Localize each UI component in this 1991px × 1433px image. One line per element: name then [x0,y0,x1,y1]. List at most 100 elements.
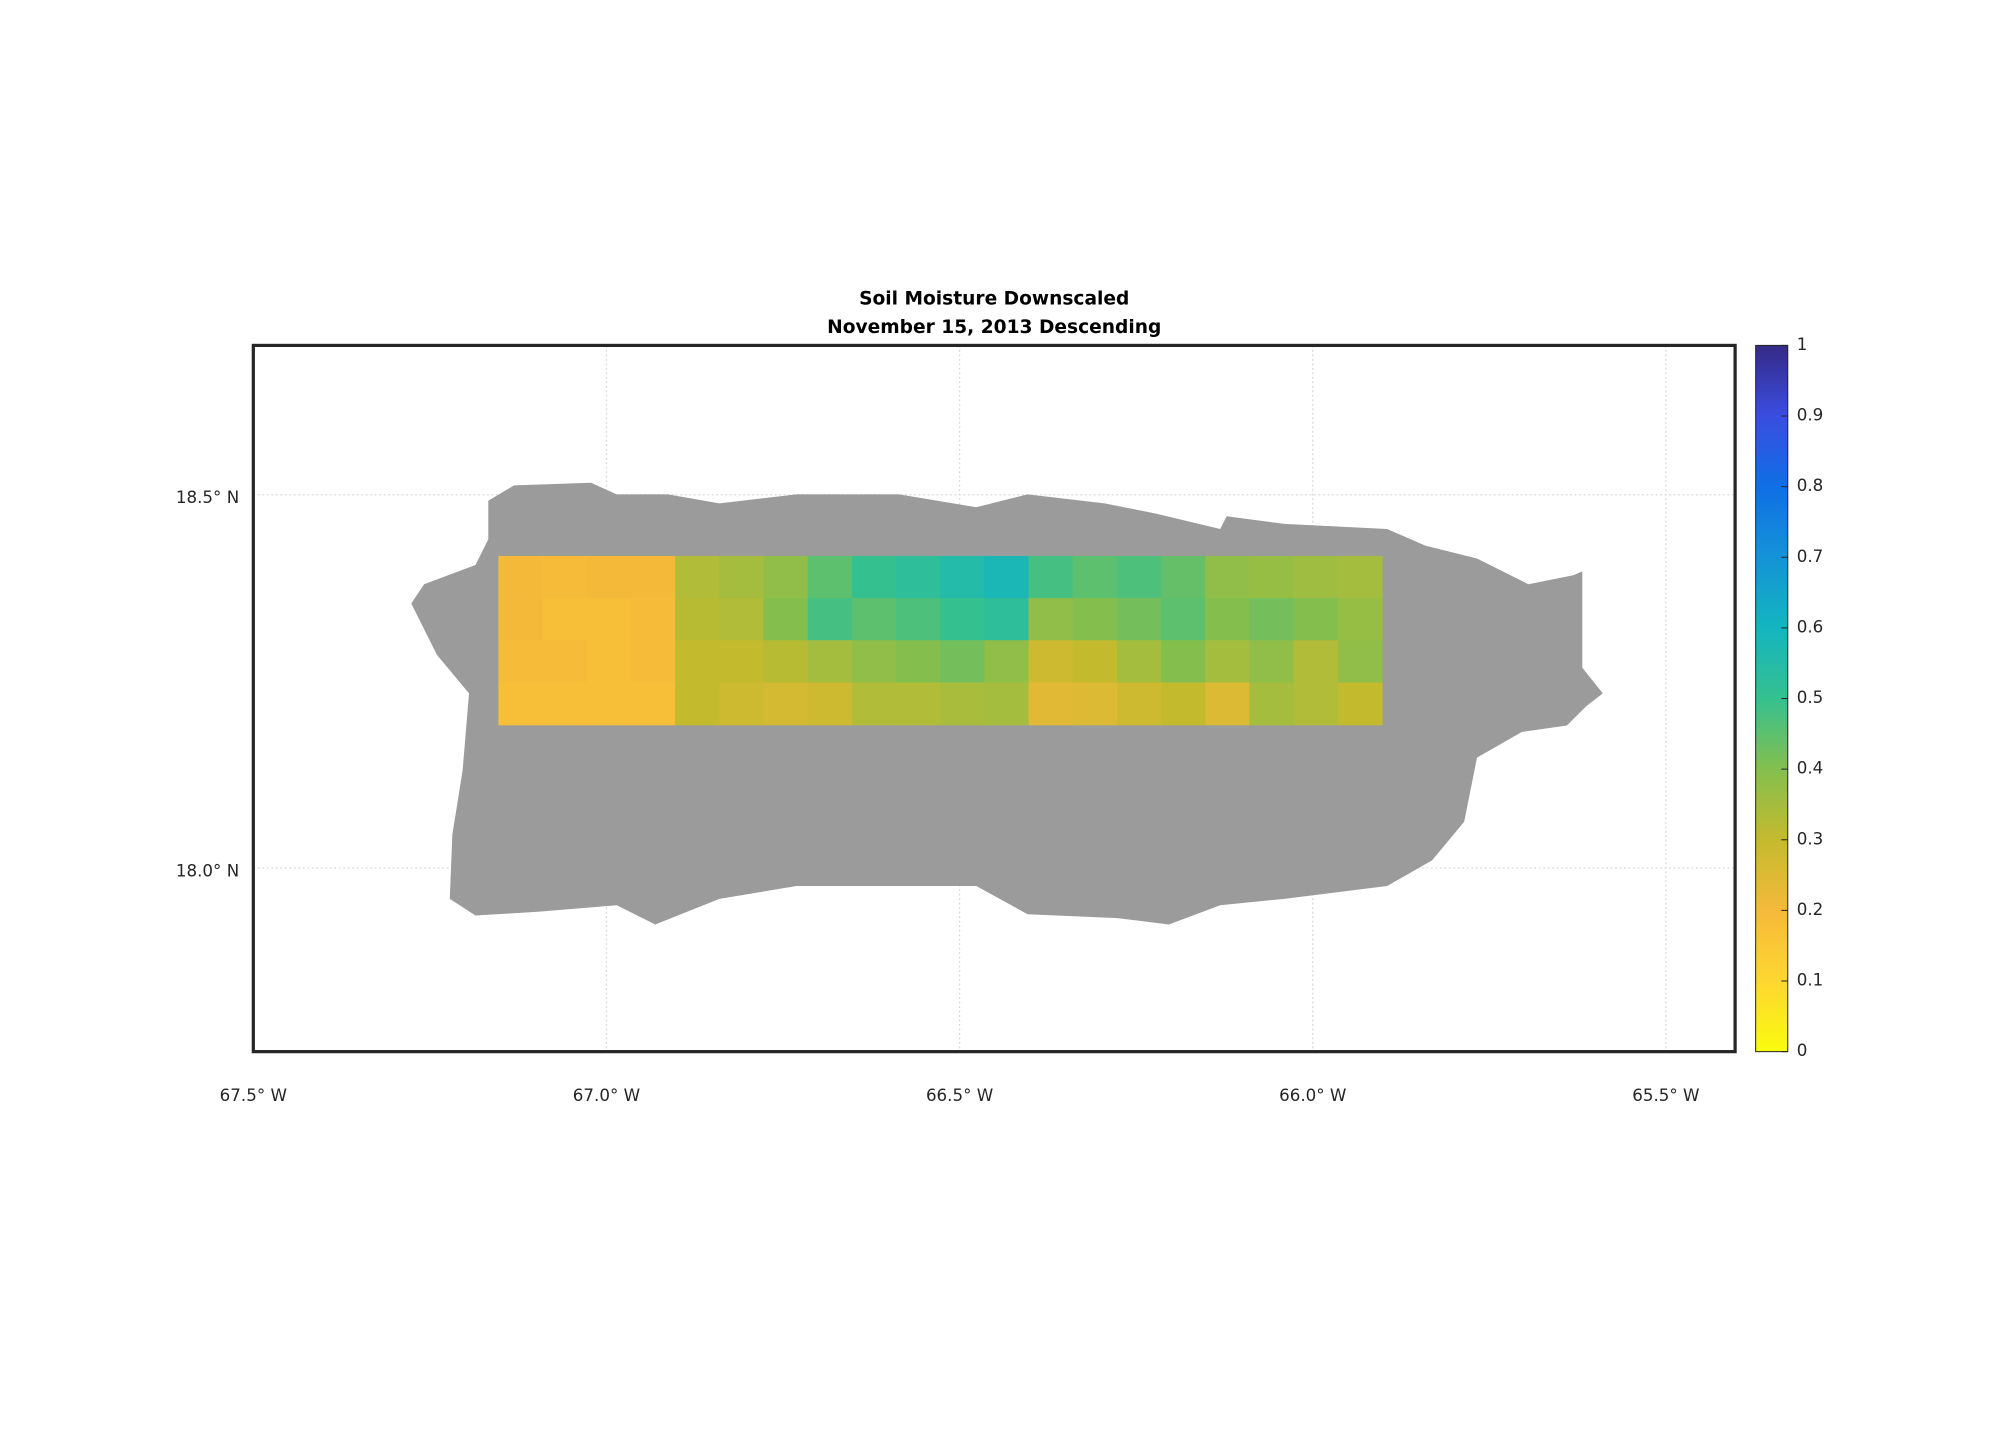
colorbar-tick-label: 0.6 [1797,617,1824,636]
heatmap-cell [1072,682,1118,726]
heatmap-cell [1249,598,1295,641]
axes-frame [251,343,1737,1054]
heatmap-cells [498,555,1383,726]
heatmap-cell [498,598,544,641]
heatmap-cell [630,640,676,684]
heatmap-cell [542,640,588,684]
heatmap-cell [763,682,809,726]
heatmap-cell [1116,682,1162,726]
heatmap-cell [940,555,986,599]
heatmap-cell [1205,598,1251,641]
heatmap-cell [719,598,765,641]
heatmap-cell [807,640,853,684]
heatmap-cell [1161,682,1206,726]
heatmap-cell [763,640,809,684]
colorbar-tick-label: 0 [1797,1041,1808,1060]
heatmap-cell [1161,555,1206,599]
heatmap-cell [1116,555,1162,599]
heatmap-cell [1337,682,1383,726]
heatmap-cell [675,640,720,684]
colorbar-tick-label: 0.9 [1797,406,1824,425]
heatmap-cell [807,598,853,641]
heatmap-cell [675,555,720,599]
colorbar-tick-label: 1 [1797,335,1808,354]
heatmap-cell [1116,640,1162,684]
heatmap-cell [1072,598,1118,641]
heatmap-cell [498,640,544,684]
heatmap-cell [586,598,632,641]
heatmap-cell [630,555,676,599]
heatmap-cell [1293,682,1339,726]
colorbar-tick-label: 0.8 [1797,476,1824,495]
heatmap-cell [1293,555,1339,599]
heatmap-cell [763,598,809,641]
heatmap-cell [630,598,676,641]
heatmap-cell [1205,555,1251,599]
heatmap-cell [896,555,941,599]
heatmap-cell [896,598,941,641]
chart-subtitle: November 15, 2013 Descending [827,317,1161,338]
heatmap-cell [1293,598,1339,641]
heatmap-cell [542,682,588,726]
heatmap-cell [1072,555,1118,599]
heatmap-cell [984,682,1030,726]
heatmap-cell [542,555,588,599]
heatmap-cell [1072,640,1118,684]
heatmap-cell [940,598,986,641]
chart-title: Soil Moisture Downscaled [859,289,1129,310]
heatmap-cell [807,682,853,726]
colorbar-tick-label: 0.5 [1797,688,1824,707]
x-tick-label: 67.0° W [573,1086,640,1105]
colorbar-tick-label: 0.1 [1797,971,1824,990]
heatmap-cell [851,640,897,684]
heatmap-cell [1205,682,1251,726]
heatmap-cell [984,555,1030,599]
heatmap-cell [1337,555,1383,599]
heatmap-cell [940,682,986,726]
heatmap-cell [1028,555,1074,599]
colorbar-tick-label: 0.3 [1797,829,1824,848]
heatmap-cell [763,555,809,599]
heatmap-cell [896,640,941,684]
colorbar-tick-label: 0.4 [1797,759,1824,778]
heatmap-cell [1028,640,1074,684]
heatmap-cell [851,555,897,599]
heatmap-cell [630,682,676,726]
heatmap-cell [1028,598,1074,641]
colorbar-tick-label: 0.7 [1797,547,1824,566]
heatmap-cell [675,682,720,726]
heatmap-cell [498,682,544,726]
heatmap-cell [851,682,897,726]
heatmap-cell [586,682,632,726]
y-tick-label: 18.0° N [176,861,239,880]
heatmap-cell [1337,640,1383,684]
x-tick-label: 67.5° W [220,1086,287,1105]
heatmap-cell [1161,640,1206,684]
colorbar-tick-label: 0.2 [1797,900,1824,919]
heatmap-cell [719,682,765,726]
x-tick-label: 66.0° W [1279,1086,1346,1105]
heatmap-cell [1028,682,1074,726]
heatmap-cell [586,555,632,599]
heatmap-cell [984,640,1030,684]
heatmap-cell [896,682,941,726]
heatmap-cell [586,640,632,684]
heatmap-cell [498,555,544,599]
heatmap-cell [1249,555,1295,599]
heatmap-cell [851,598,897,641]
heatmap-cell [984,598,1030,641]
heatmap-cell [940,640,986,684]
heatmap-cell [1205,640,1251,684]
x-tick-label: 66.5° W [926,1086,993,1105]
heatmap-cell [1116,598,1162,641]
heatmap-cell [675,598,720,641]
heatmap-cell [1293,640,1339,684]
heatmap-cell [1161,598,1206,641]
heatmap-cell [1249,640,1295,684]
x-tick-label: 65.5° W [1632,1086,1699,1105]
heatmap-cell [542,598,588,641]
heatmap-cell [719,640,765,684]
heatmap-cell [1337,598,1383,641]
heatmap-cell [719,555,765,599]
